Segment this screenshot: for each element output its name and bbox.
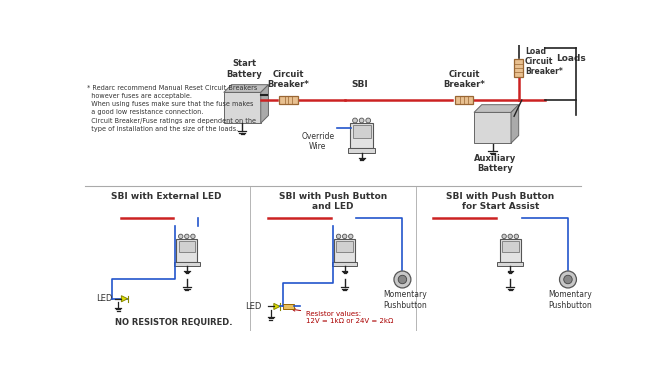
Polygon shape bbox=[122, 296, 127, 302]
Polygon shape bbox=[224, 92, 261, 123]
Text: Momentary
Pushbutton: Momentary Pushbutton bbox=[549, 290, 592, 310]
Polygon shape bbox=[224, 85, 268, 92]
Circle shape bbox=[514, 234, 519, 238]
Text: Circuit
Breaker*: Circuit Breaker* bbox=[268, 70, 309, 89]
Bar bbox=[283, 304, 294, 309]
Polygon shape bbox=[511, 105, 519, 143]
Circle shape bbox=[352, 118, 358, 123]
Bar bbox=[336, 241, 353, 253]
Circle shape bbox=[185, 234, 189, 238]
Bar bbox=[176, 238, 198, 262]
Bar bbox=[334, 238, 355, 262]
Circle shape bbox=[394, 271, 411, 288]
Bar bbox=[348, 148, 376, 153]
Text: Resistor values:
12V = 1kΩ or 24V = 2kΩ: Resistor values: 12V = 1kΩ or 24V = 2kΩ bbox=[292, 308, 393, 324]
Bar bbox=[497, 262, 523, 266]
Text: SBI with Push Button
for Start Assist: SBI with Push Button for Start Assist bbox=[446, 192, 554, 211]
Bar bbox=[502, 241, 519, 253]
Bar bbox=[514, 58, 523, 77]
Bar bbox=[352, 125, 370, 138]
Polygon shape bbox=[274, 303, 280, 310]
Bar bbox=[332, 262, 358, 266]
Circle shape bbox=[560, 271, 577, 288]
Text: * Redarc recommend Manual Reset Circuit Breakers
  however fuses are acceptable.: * Redarc recommend Manual Reset Circuit … bbox=[86, 85, 257, 132]
Circle shape bbox=[179, 234, 183, 238]
Circle shape bbox=[564, 275, 572, 284]
Bar bbox=[174, 262, 200, 266]
Bar bbox=[179, 241, 195, 253]
Bar bbox=[455, 96, 473, 104]
Text: Override
Wire: Override Wire bbox=[301, 132, 334, 151]
Circle shape bbox=[343, 234, 347, 238]
Bar bbox=[500, 238, 521, 262]
Circle shape bbox=[502, 234, 506, 238]
Text: Loads: Loads bbox=[556, 54, 586, 63]
Text: SBI with Push Button
and LED: SBI with Push Button and LED bbox=[279, 192, 387, 211]
Text: SBI with External LED: SBI with External LED bbox=[111, 192, 221, 201]
Polygon shape bbox=[474, 112, 511, 143]
Text: Auxiliary
Battery: Auxiliary Battery bbox=[474, 154, 516, 173]
Circle shape bbox=[398, 275, 407, 284]
Text: LED: LED bbox=[96, 294, 112, 303]
Text: Start
Battery: Start Battery bbox=[227, 59, 263, 78]
Polygon shape bbox=[474, 105, 519, 112]
Text: Momentary
Pushbutton: Momentary Pushbutton bbox=[383, 290, 426, 310]
Text: LED: LED bbox=[245, 302, 261, 311]
Text: Load
Circuit
Breaker*: Load Circuit Breaker* bbox=[525, 46, 563, 77]
Polygon shape bbox=[261, 85, 268, 123]
Circle shape bbox=[359, 118, 364, 123]
Circle shape bbox=[348, 234, 353, 238]
Circle shape bbox=[190, 234, 195, 238]
Text: NO RESISTOR REQUIRED.: NO RESISTOR REQUIRED. bbox=[115, 318, 233, 327]
Bar bbox=[350, 123, 373, 148]
Circle shape bbox=[508, 234, 512, 238]
Circle shape bbox=[336, 234, 341, 238]
Circle shape bbox=[366, 118, 370, 123]
Text: SBI: SBI bbox=[352, 80, 369, 89]
Bar bbox=[280, 96, 298, 104]
Text: Circuit
Breaker*: Circuit Breaker* bbox=[443, 70, 485, 89]
